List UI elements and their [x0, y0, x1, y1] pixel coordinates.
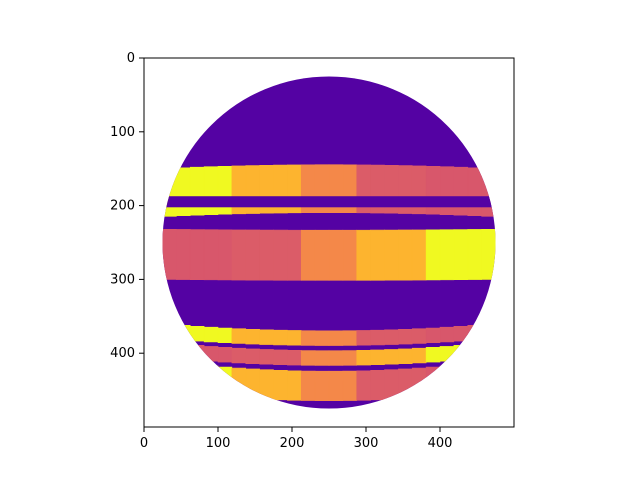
band-1 [162, 164, 496, 217]
band-segment [370, 229, 385, 281]
band-segment [398, 348, 413, 364]
band-segment [342, 330, 358, 346]
band-segment [467, 167, 482, 217]
band-segment [259, 349, 274, 365]
band-segment [411, 328, 427, 344]
band-segment [384, 229, 399, 281]
band-segment [217, 229, 233, 281]
y-tick-label: 100 [110, 125, 135, 140]
band-segment [259, 229, 274, 281]
band-gap [162, 196, 496, 208]
axes-frame [143, 57, 515, 428]
band-segment [425, 347, 441, 363]
band-segment [203, 166, 219, 215]
x-tick-label: 0 [140, 436, 148, 451]
band-segment [273, 370, 288, 401]
band-segment [370, 349, 385, 366]
band-segment [189, 166, 205, 216]
band-segment [273, 329, 288, 346]
band-segment [273, 349, 288, 366]
band-segment [370, 370, 385, 401]
y-tick-label: 0 [127, 51, 135, 66]
band-segment [300, 350, 316, 366]
band-segment [287, 370, 302, 401]
y-tick-label: 200 [110, 199, 135, 214]
x-tick-label: 300 [354, 436, 379, 451]
band-segment [342, 229, 358, 281]
band-segment [314, 330, 330, 346]
y-tick-label: 400 [110, 346, 135, 361]
band-segment [439, 229, 455, 281]
band-segment [328, 350, 344, 366]
band-segment [370, 329, 385, 346]
band-segment [245, 348, 260, 364]
y-tick-label: 300 [110, 272, 135, 287]
band-2 [162, 228, 496, 281]
band-segment [384, 349, 399, 365]
band-segment [356, 330, 371, 346]
x-axis: 0 100 200 300 400 [140, 427, 453, 451]
y-axis: 0 100 200 300 400 [110, 51, 144, 361]
band-segment [300, 370, 316, 401]
band-segment [481, 228, 496, 280]
band-segment [356, 350, 371, 366]
band-segment [398, 328, 413, 345]
band-segment [356, 370, 371, 401]
band-segment [425, 229, 441, 281]
band-segment [328, 229, 344, 281]
band-segment [314, 370, 330, 402]
band-segment [328, 370, 344, 402]
band-segment [342, 350, 358, 366]
bands [162, 164, 496, 402]
band-segment [328, 330, 344, 346]
band-segment [453, 229, 469, 281]
band-segment [287, 350, 302, 366]
band-segment [300, 330, 316, 346]
band-segment [439, 166, 455, 215]
band-segment [411, 347, 427, 364]
band-segment [287, 229, 302, 281]
band-segment [411, 229, 427, 281]
band-segment [287, 330, 302, 346]
band-segment [259, 329, 274, 345]
band-segment [300, 229, 316, 281]
band-segment [314, 229, 330, 281]
band-segment [453, 166, 469, 216]
plot-area [162, 76, 496, 409]
band-segment [384, 329, 399, 345]
band-segment [356, 229, 371, 281]
band-segment [314, 350, 330, 366]
band-segment [217, 347, 233, 363]
band-segment [217, 327, 233, 344]
band-segment [342, 370, 358, 401]
band-segment [176, 229, 191, 280]
band-segment [231, 328, 247, 344]
band-segment [231, 347, 247, 364]
x-tick-label: 200 [280, 436, 305, 451]
band-segment [398, 229, 413, 281]
band-segment [203, 229, 219, 281]
band-segment [467, 229, 482, 280]
x-tick-label: 100 [206, 436, 231, 451]
band-segment [189, 229, 205, 281]
band-segment [439, 326, 455, 343]
band-segment [231, 229, 247, 281]
band-segment [425, 327, 441, 344]
band-segment [203, 326, 219, 343]
band-segment [245, 328, 260, 345]
band-segment [273, 229, 288, 281]
x-tick-label: 400 [428, 436, 453, 451]
band-segment [176, 167, 191, 217]
band-segment [245, 229, 260, 281]
